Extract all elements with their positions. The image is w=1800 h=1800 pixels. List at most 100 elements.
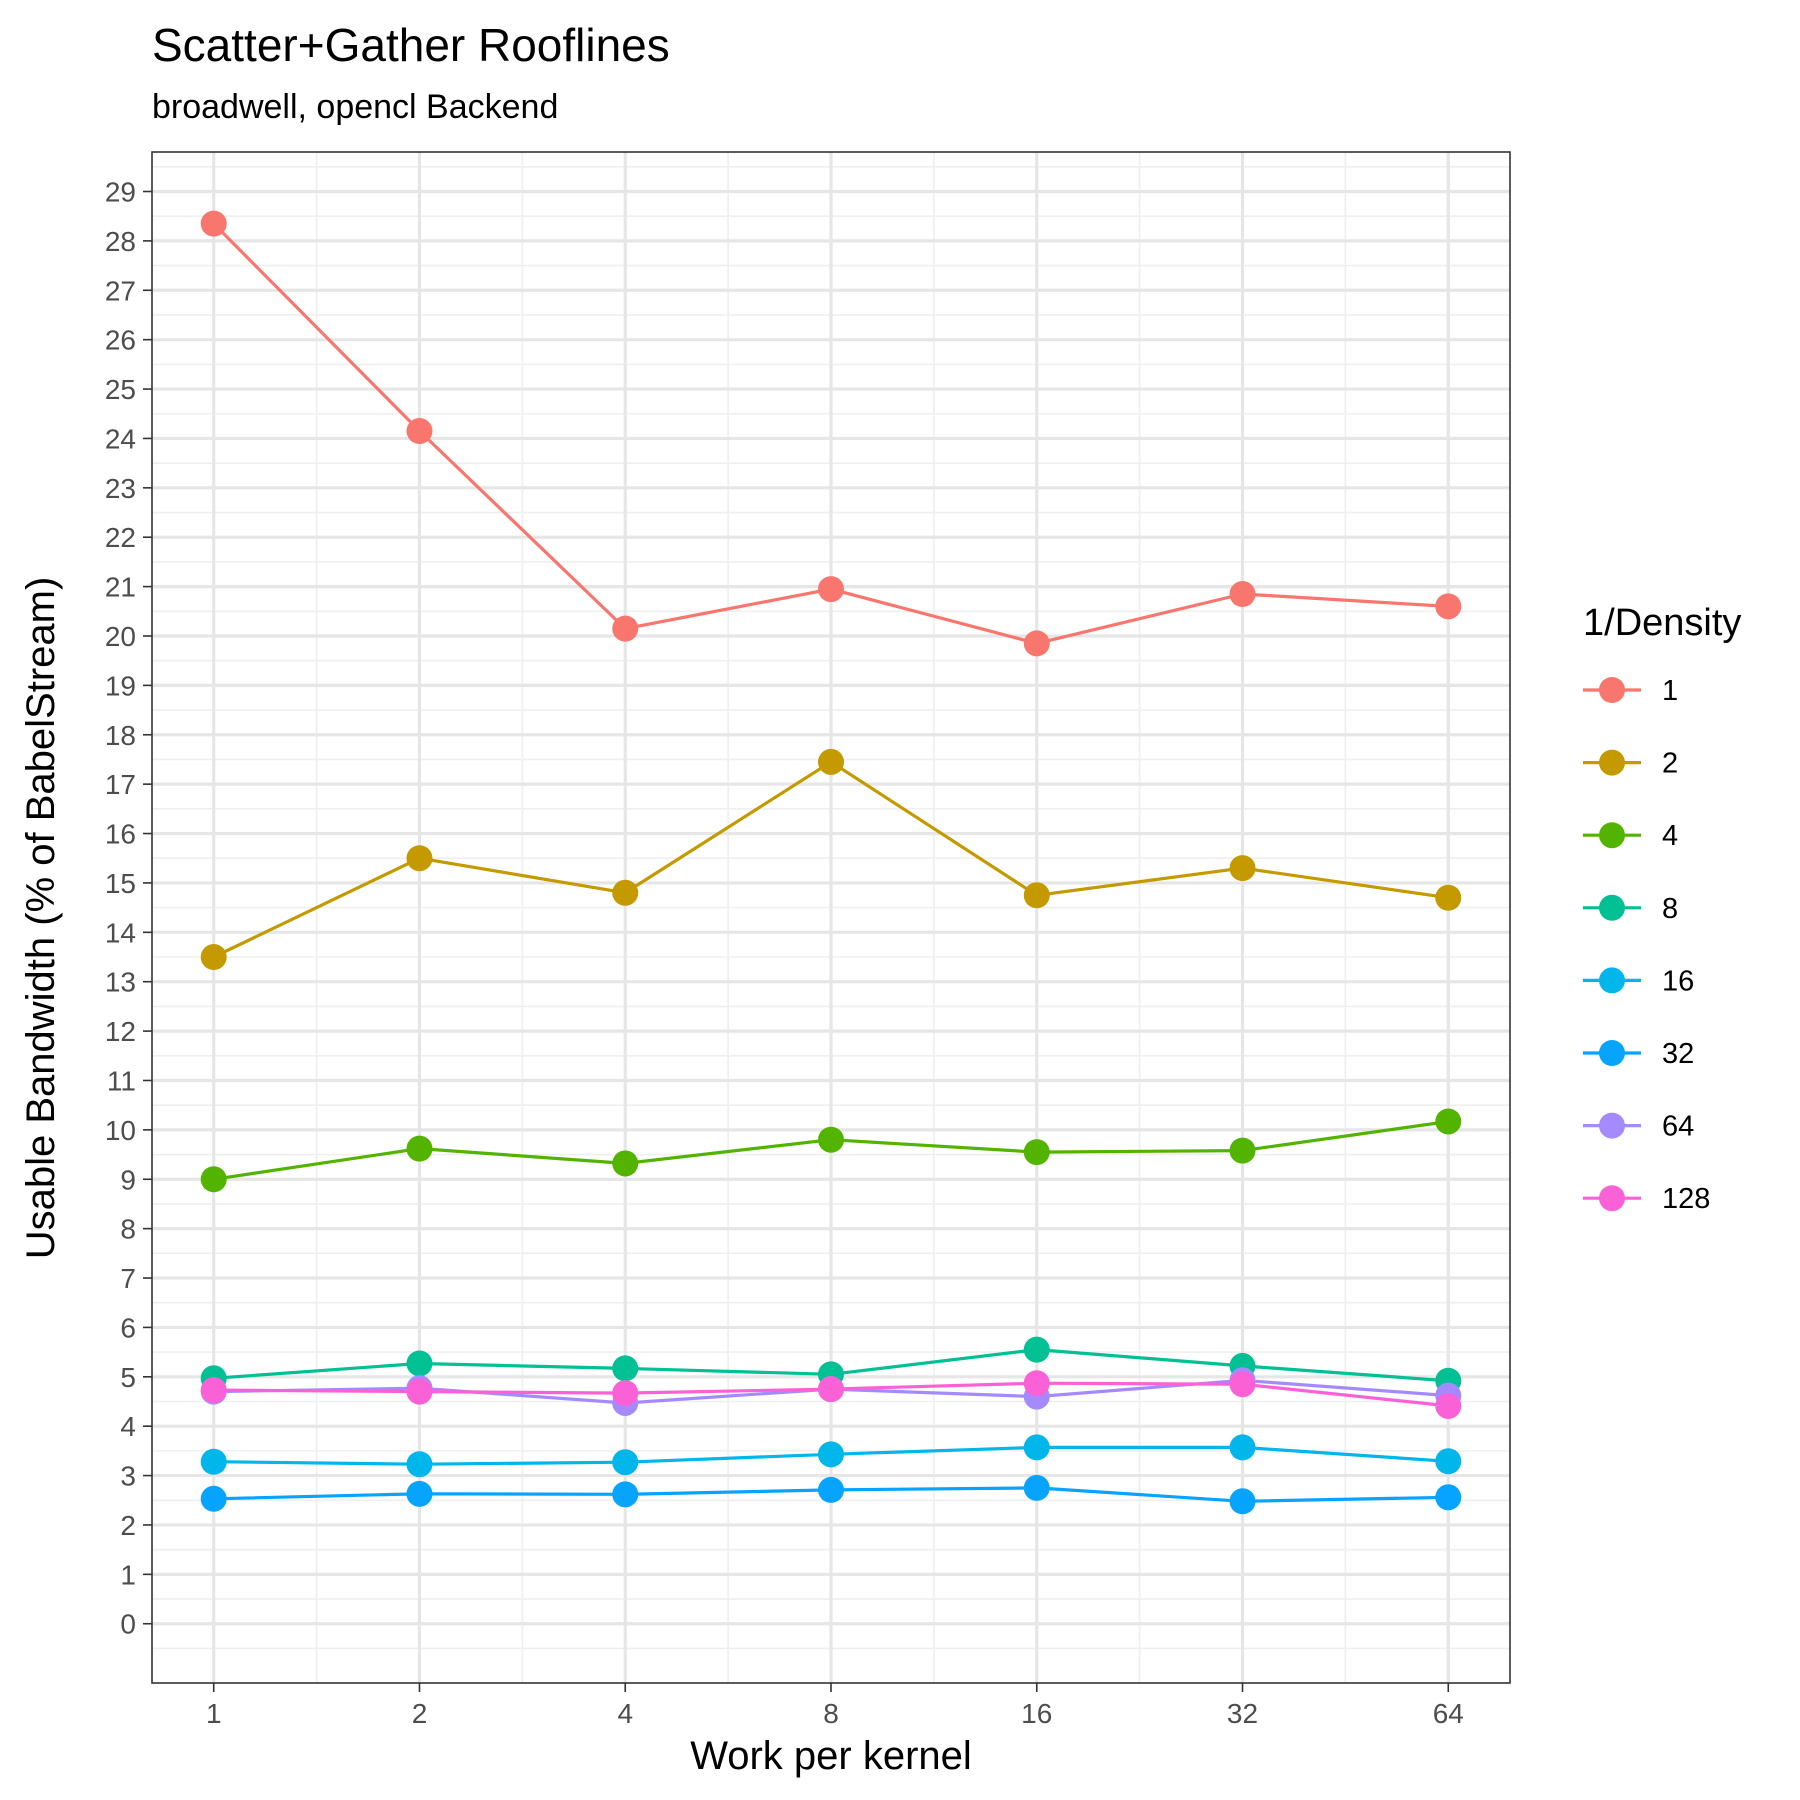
x-tick-label: 1 — [206, 1698, 222, 1729]
legend-key-point — [1599, 749, 1625, 776]
data-point-1 — [612, 615, 639, 642]
y-tick-label: 10 — [105, 1115, 136, 1146]
data-point-1 — [818, 576, 844, 603]
data-point-1 — [1229, 581, 1256, 608]
data-point-32 — [1229, 1488, 1256, 1515]
data-point-16 — [818, 1441, 844, 1468]
x-tick-label: 64 — [1433, 1698, 1464, 1729]
data-point-8 — [612, 1355, 639, 1382]
y-tick-label: 14 — [105, 917, 136, 948]
data-point-128 — [200, 1377, 227, 1404]
legend: 1/Density 1 2 4 8 16 32 64 128 — [1583, 602, 1741, 1215]
data-point-32 — [200, 1485, 227, 1512]
data-point-4 — [406, 1135, 433, 1162]
data-point-128 — [1229, 1371, 1256, 1398]
data-point-2 — [1023, 882, 1050, 909]
y-tick-label: 8 — [120, 1214, 136, 1245]
legend-item-4: 4 — [1583, 820, 1678, 852]
y-tick-label: 24 — [105, 423, 136, 454]
data-point-2 — [818, 748, 844, 775]
x-tick-label: 4 — [617, 1698, 633, 1729]
y-tick-label: 7 — [120, 1263, 136, 1294]
x-axis-title: Work per kernel — [690, 1734, 972, 1778]
data-point-1 — [1023, 630, 1050, 657]
data-point-16 — [612, 1449, 639, 1476]
data-point-32 — [1023, 1474, 1050, 1501]
y-tick-label: 2 — [120, 1510, 136, 1541]
data-point-4 — [612, 1150, 639, 1177]
data-point-16 — [1435, 1448, 1462, 1475]
y-tick-label: 26 — [105, 325, 136, 356]
y-tick-label: 15 — [105, 868, 136, 899]
legend-item-128: 128 — [1583, 1183, 1710, 1215]
chart-subtitle: broadwell, opencl Backend — [152, 88, 558, 126]
legend-item-32: 32 — [1583, 1038, 1694, 1070]
data-point-32 — [406, 1480, 433, 1507]
legend-label: 8 — [1662, 893, 1678, 925]
legend-label: 32 — [1662, 1038, 1694, 1070]
series-2 — [200, 748, 1462, 971]
legend-key-point — [1599, 967, 1625, 994]
legend-key-point — [1599, 1040, 1625, 1066]
y-tick-label: 6 — [120, 1312, 136, 1343]
data-point-32 — [1435, 1484, 1462, 1511]
y-tick-label: 5 — [120, 1362, 136, 1393]
axis-ticks: 1 2 4 8 16 32 64012345678910111213141516171819… — [105, 177, 1464, 1729]
data-point-2 — [406, 845, 433, 872]
y-tick-label: 18 — [105, 720, 136, 751]
data-point-2 — [1229, 855, 1256, 882]
data-point-1 — [200, 210, 227, 237]
series-group — [200, 210, 1462, 1515]
y-axis-title: Usable Bandwidth (% of BabelStream) — [19, 577, 63, 1260]
data-point-16 — [406, 1451, 433, 1478]
y-tick-label: 22 — [105, 522, 136, 553]
y-tick-label: 4 — [120, 1411, 136, 1442]
data-point-16 — [1023, 1434, 1050, 1461]
series-32 — [200, 1474, 1462, 1515]
data-point-2 — [1435, 884, 1462, 911]
legend-key-point — [1599, 1112, 1625, 1139]
legend-label: 128 — [1662, 1183, 1710, 1215]
grid — [152, 152, 1510, 1683]
legend-key-point — [1599, 894, 1625, 921]
data-point-8 — [406, 1350, 433, 1377]
legend-item-8: 8 — [1583, 893, 1678, 925]
x-tick-label: 8 — [823, 1698, 839, 1729]
legend-title: 1/Density — [1583, 602, 1741, 644]
y-tick-label: 19 — [105, 670, 136, 701]
x-tick-label: 32 — [1227, 1698, 1258, 1729]
y-tick-label: 17 — [105, 769, 136, 800]
data-point-128 — [818, 1376, 844, 1403]
data-point-8 — [1023, 1336, 1050, 1363]
legend-item-64: 64 — [1583, 1111, 1694, 1143]
y-tick-label: 27 — [105, 275, 136, 306]
y-tick-label: 12 — [105, 1016, 136, 1047]
data-point-1 — [406, 418, 433, 445]
x-tick-label: 2 — [412, 1698, 428, 1729]
legend-item-16: 16 — [1583, 965, 1694, 997]
data-point-128 — [1435, 1392, 1462, 1419]
legend-label: 64 — [1662, 1111, 1694, 1143]
data-point-128 — [406, 1378, 433, 1405]
data-point-4 — [200, 1166, 227, 1193]
data-point-16 — [200, 1448, 227, 1475]
y-tick-label: 11 — [107, 1065, 136, 1096]
y-tick-label: 3 — [120, 1461, 136, 1492]
series-1 — [200, 210, 1462, 657]
y-tick-label: 9 — [120, 1164, 136, 1195]
legend-key-point — [1599, 677, 1625, 703]
y-tick-label: 28 — [105, 226, 136, 257]
data-point-4 — [1229, 1137, 1256, 1164]
y-tick-label: 21 — [105, 572, 136, 603]
data-point-2 — [612, 879, 639, 906]
legend-label: 4 — [1662, 820, 1678, 852]
series-4 — [200, 1108, 1462, 1193]
series-16 — [200, 1434, 1462, 1478]
data-point-128 — [612, 1380, 639, 1407]
y-tick-label: 20 — [105, 621, 136, 652]
data-point-128 — [1023, 1370, 1050, 1397]
data-point-4 — [1023, 1139, 1050, 1166]
y-tick-label: 16 — [105, 819, 136, 850]
